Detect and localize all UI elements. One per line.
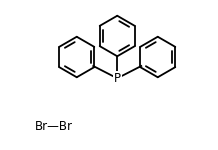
Text: P: P <box>114 72 121 85</box>
Text: Br—Br: Br—Br <box>35 120 73 133</box>
